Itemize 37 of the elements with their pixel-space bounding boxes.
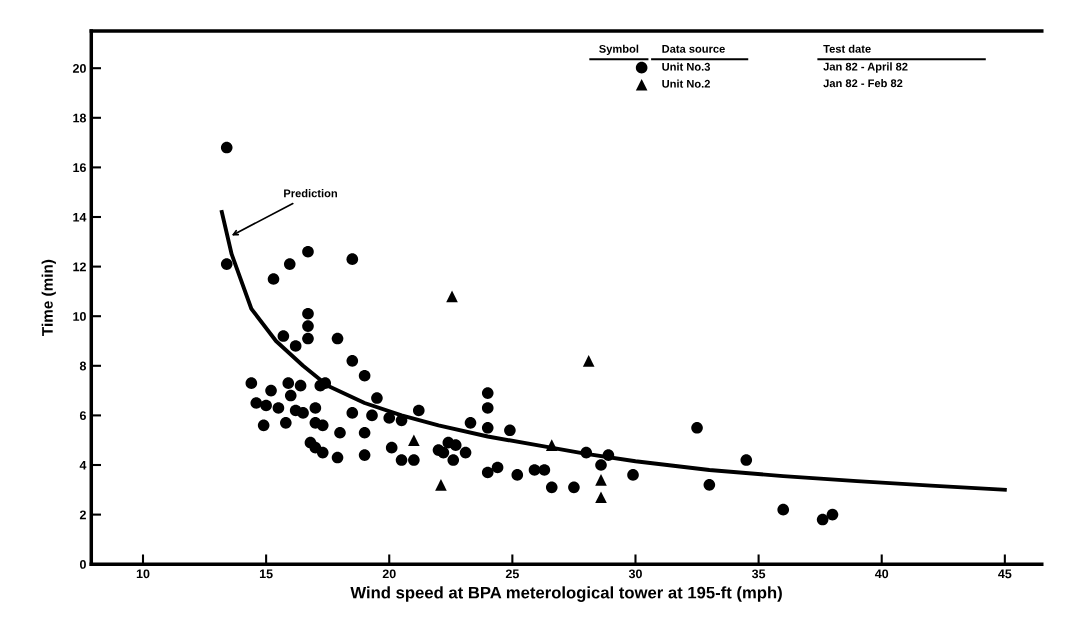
- y-tick-label: 2: [79, 510, 86, 520]
- y-tick-label: 18: [73, 113, 87, 123]
- annotation: Jan 82 - Feb 82: [823, 79, 903, 88]
- x-tick-label: 20: [382, 569, 396, 579]
- y-axis-title: Time (min): [41, 259, 56, 336]
- legend-label: Unit No.2: [662, 79, 710, 88]
- y-tick-label: 12: [73, 262, 86, 272]
- annotation: Test date: [823, 44, 871, 53]
- x-tick-label: 10: [136, 569, 150, 579]
- x-tick-label: 35: [751, 569, 766, 579]
- y-tick-label: 20: [72, 64, 86, 73]
- point: [408, 434, 420, 447]
- annotation: Data source: [662, 45, 725, 53]
- y-tick-label: 6: [79, 411, 86, 421]
- line-series: [219, 210, 1007, 492]
- x-tick-label: 25: [505, 569, 519, 579]
- x-tick-label: 15: [259, 569, 273, 579]
- annotation: Jan 82 - April 82: [823, 62, 908, 73]
- legend-label: Unit No.3: [662, 62, 711, 71]
- point: [435, 479, 447, 491]
- point: [595, 491, 607, 504]
- point: [595, 474, 607, 486]
- annotation: Prediction: [284, 189, 337, 198]
- y-tick-label: 4: [79, 460, 87, 470]
- annotation: Symbol: [599, 44, 639, 55]
- x-tick-label: 40: [874, 569, 889, 579]
- y-tick-label: 0: [79, 560, 86, 569]
- y-tick-label: 10: [73, 312, 86, 321]
- point: [582, 355, 595, 367]
- y-tick-label: 8: [79, 361, 87, 371]
- x-tick-label: 45: [998, 569, 1012, 579]
- y-tick-label: 14: [73, 212, 87, 222]
- point: [545, 439, 558, 451]
- x-tick-label: 30: [628, 569, 642, 579]
- y-tick-label: 16: [73, 163, 86, 173]
- x-axis-title: Wind speed at BPA meterological tower at 195-ft (mph): [350, 586, 782, 602]
- point: [446, 290, 458, 303]
